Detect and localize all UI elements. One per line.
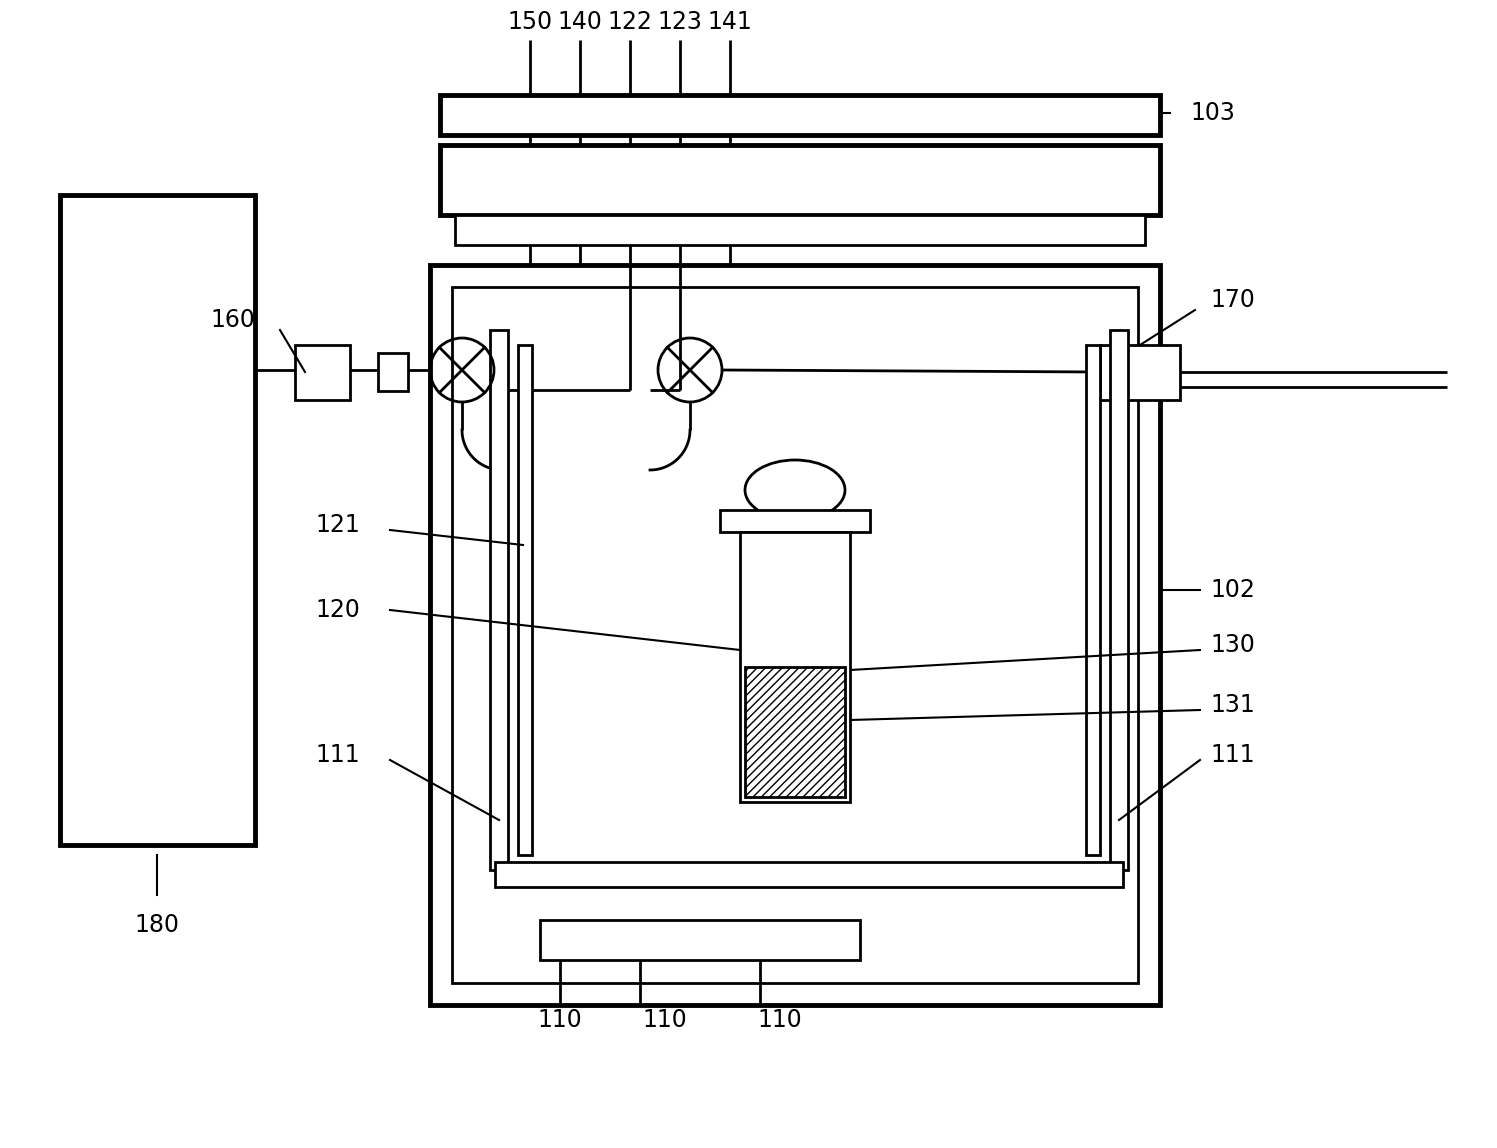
Text: 160: 160 [210, 308, 254, 332]
Text: 111: 111 [1210, 743, 1254, 767]
Text: 120: 120 [316, 598, 359, 622]
Text: 180: 180 [135, 913, 180, 937]
Bar [295, 346, 350, 400]
Bar [455, 215, 1145, 245]
Bar [746, 667, 844, 797]
Text: 123: 123 [657, 10, 702, 34]
Bar [379, 352, 409, 391]
Text: 140: 140 [557, 10, 602, 34]
Bar [740, 532, 850, 802]
Bar [540, 920, 859, 960]
Text: 111: 111 [316, 743, 359, 767]
Text: 130: 130 [1210, 633, 1254, 657]
Text: 102: 102 [1210, 577, 1254, 602]
Text: 122: 122 [608, 10, 653, 34]
Bar [440, 95, 1160, 135]
Ellipse shape [746, 460, 844, 520]
Text: 131: 131 [1210, 693, 1254, 718]
Bar [1109, 329, 1129, 870]
Bar [452, 287, 1138, 983]
Text: 110: 110 [642, 1008, 687, 1032]
Text: 150: 150 [507, 10, 552, 34]
Text: 170: 170 [1210, 288, 1254, 312]
Text: 121: 121 [316, 513, 359, 537]
Bar [1100, 346, 1180, 400]
Bar [496, 862, 1123, 887]
Text: 141: 141 [708, 10, 753, 34]
Text: 110: 110 [537, 1008, 582, 1032]
Bar [490, 329, 507, 870]
Bar [430, 265, 1160, 1004]
Bar [518, 346, 531, 855]
Text: 103: 103 [1190, 101, 1235, 125]
Bar [1085, 346, 1100, 855]
Bar [720, 510, 870, 532]
Text: 110: 110 [757, 1008, 802, 1032]
Bar [440, 145, 1160, 215]
Bar [60, 195, 254, 845]
